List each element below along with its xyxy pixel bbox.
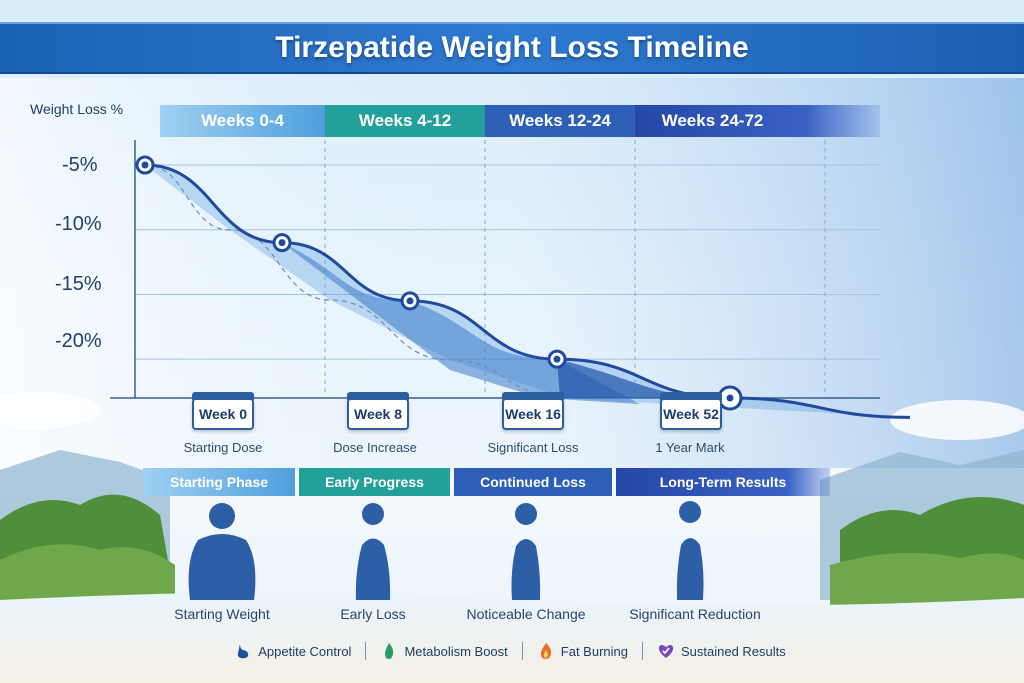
stage-caption: Noticeable Change (466, 606, 586, 622)
stage-title-3: Continued Loss (454, 468, 612, 496)
data-point-center (553, 355, 561, 363)
figure-starting-weight (188, 503, 256, 600)
flame-icon (385, 643, 394, 659)
data-point-center (726, 394, 734, 402)
title-bar: Tirzepatide Weight Loss Timeline (0, 22, 1024, 74)
phase-label: Weeks 0-4 (201, 111, 284, 130)
y-tick-label: -5% (62, 154, 98, 176)
benefit-label: Sustained Results (680, 643, 786, 659)
figure-early-loss (355, 503, 391, 600)
milestone-label: 1 Year Mark (655, 440, 725, 455)
divider (365, 642, 367, 660)
stage-title: Long-Term Results (659, 474, 787, 490)
page-title: Tirzepatide Weight Loss Timeline (275, 31, 749, 64)
benefit-item: Fat Burning (537, 642, 628, 660)
week-card-0: Week 0 (192, 392, 254, 430)
data-point-center (141, 161, 149, 169)
benefit-item: Metabolism Boost (380, 642, 508, 660)
benefit-label: Metabolism Boost (404, 643, 508, 659)
benefit-label: Fat Burning (560, 643, 628, 659)
stage-title: Starting Phase (169, 474, 269, 490)
phase-label: Weeks 12-24 (509, 111, 611, 130)
series-line (144, 163, 911, 419)
milestone-label: Dose Increase (333, 440, 417, 455)
fire-icon (540, 643, 551, 659)
stage-caption: Early Loss (340, 606, 406, 622)
benefit-label: Appetite Control (258, 643, 352, 659)
benefit-item: Appetite Control (234, 642, 351, 660)
benefit-item: Sustained Results (657, 642, 786, 660)
data-point-center (278, 239, 286, 247)
phase-header-2: Weeks 4-12 (325, 105, 485, 137)
stomach-icon (238, 644, 249, 659)
phase-label: Weeks 24-72 (661, 111, 764, 130)
divider (641, 642, 643, 660)
y-tick-label: -20% (55, 330, 102, 352)
milestone-label: Starting Dose (183, 440, 263, 455)
y-axis-label: Weight Loss % (30, 101, 124, 117)
stage-caption: Starting Weight (174, 606, 270, 622)
phase-header-3: Weeks 12-24 (485, 105, 635, 137)
data-point-center (406, 297, 414, 305)
week-card-52: Week 52 (660, 392, 722, 430)
stage-title: Early Progress (325, 474, 424, 490)
milestone-label: Significant Loss (487, 440, 579, 455)
y-tick-label: -15% (55, 273, 102, 295)
stage-title-1: Starting Phase (143, 468, 295, 496)
figure-noticeable-change (511, 503, 541, 600)
week-card-8: Week 8 (347, 392, 409, 430)
stage-title: Continued Loss (480, 474, 586, 490)
stage-caption: Significant Reduction (629, 606, 761, 622)
phase-header-4: Weeks 24-72 (635, 105, 880, 137)
divider (521, 642, 523, 660)
benefits-row: Appetite Control Metabolism Boost Fat Bu… (190, 638, 830, 664)
heart-icon (658, 645, 674, 658)
figure-significant-reduction (676, 501, 704, 600)
phase-header-1: Weeks 0-4 (160, 105, 325, 137)
phase-label: Weeks 4-12 (358, 111, 452, 130)
stage-title-2: Early Progress (299, 468, 450, 496)
shaded-area (557, 359, 830, 398)
y-tick-label: -10% (55, 213, 102, 235)
projection-line (144, 164, 561, 397)
stage-title-4: Long-Term Results (616, 468, 830, 496)
week-card-16: Week 16 (502, 392, 564, 430)
